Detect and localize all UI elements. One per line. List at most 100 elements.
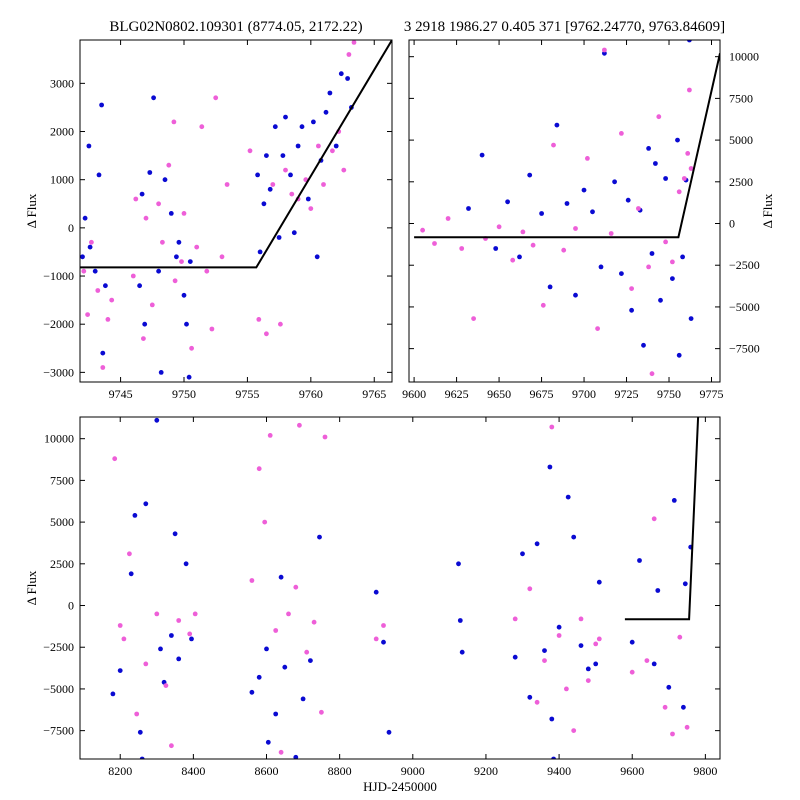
y-tick-label: −7500 (729, 342, 760, 356)
data-point (578, 643, 584, 648)
data-point (121, 636, 127, 642)
data-point (86, 143, 92, 149)
data-points (110, 417, 694, 759)
x-tick-label: 9400 (547, 764, 571, 778)
data-point (341, 167, 347, 173)
data-point (517, 254, 522, 260)
data-point (322, 434, 328, 440)
plot-frame (408, 39, 721, 383)
data-point (547, 464, 553, 470)
data-point (688, 316, 694, 321)
data-point (663, 176, 668, 181)
data-point (549, 716, 555, 722)
data-point (656, 114, 662, 120)
y-axis-label: Δ Flux (24, 570, 39, 605)
data-point (593, 641, 599, 647)
data-point (612, 179, 617, 185)
data-point (655, 588, 661, 593)
y-tick-label: 7500 (50, 473, 74, 487)
y-tick-label: 7500 (729, 91, 753, 105)
data-point (80, 254, 85, 260)
data-point (276, 235, 282, 240)
data-point (311, 619, 317, 625)
data-point (595, 326, 600, 331)
data-point (256, 674, 262, 680)
data-point (512, 616, 518, 622)
data-point (471, 316, 476, 321)
data-point (194, 244, 200, 250)
data-point (187, 631, 193, 637)
data-point (249, 578, 255, 583)
data-point (619, 131, 624, 136)
x-tick-label: 9600 (620, 764, 644, 778)
data-point (100, 350, 106, 356)
data-point (280, 153, 286, 159)
data-point (530, 242, 536, 248)
data-point (133, 196, 139, 202)
x-tick-label: 9625 (445, 387, 469, 401)
data-point (262, 519, 268, 525)
data-point (189, 636, 194, 642)
x-tick-label: 9755 (235, 387, 259, 401)
data-point (187, 259, 193, 264)
plot-frame (79, 416, 721, 760)
data-point (117, 623, 123, 628)
data-point (551, 142, 556, 148)
data-point (646, 264, 651, 270)
data-points (80, 40, 357, 380)
data-point (154, 417, 160, 423)
data-point (134, 711, 140, 717)
data-point (534, 541, 540, 547)
data-point (299, 124, 305, 130)
data-point (100, 365, 106, 370)
data-point (199, 124, 205, 130)
y-tick-label: 2500 (50, 557, 74, 571)
data-point (264, 646, 269, 652)
y-tick-label: 0 (68, 221, 74, 235)
data-point (629, 307, 634, 313)
data-point (527, 694, 533, 700)
data-point (126, 551, 132, 557)
data-point (272, 124, 278, 130)
data-point (143, 215, 149, 221)
data-point (321, 182, 326, 187)
data-point (143, 661, 149, 667)
data-point (176, 618, 182, 623)
data-point (168, 211, 174, 216)
data-point (308, 658, 313, 663)
data-point (137, 729, 143, 735)
data-point (256, 466, 262, 472)
data-point (527, 172, 533, 178)
data-point (186, 374, 192, 380)
data-point (130, 273, 136, 279)
data-point (132, 513, 138, 518)
data-point (670, 731, 675, 737)
data-point (257, 249, 263, 255)
data-point (680, 254, 685, 260)
x-tick-label: 8600 (255, 764, 279, 778)
data-point (323, 109, 329, 115)
y-tick-label: 2000 (50, 125, 74, 139)
data-point (527, 586, 533, 592)
data-point (651, 516, 657, 522)
data-point (176, 656, 182, 662)
data-point (95, 288, 101, 293)
data-point (445, 216, 451, 221)
x-tick-label: 9675 (530, 387, 554, 401)
data-point (109, 297, 115, 303)
y-tick-label: −2000 (43, 317, 74, 331)
data-point (82, 215, 88, 221)
data-point (264, 153, 269, 159)
data-point (158, 370, 164, 375)
data-point (571, 728, 577, 733)
y-tick-label: 0 (68, 599, 74, 613)
data-point (169, 743, 174, 749)
data-point (112, 456, 118, 462)
data-point (219, 254, 225, 260)
data-point (158, 646, 163, 652)
y-tick-label: −3000 (43, 365, 74, 379)
data-point (92, 268, 98, 274)
data-point (282, 664, 288, 670)
data-point (286, 611, 291, 617)
data-point (166, 162, 172, 168)
